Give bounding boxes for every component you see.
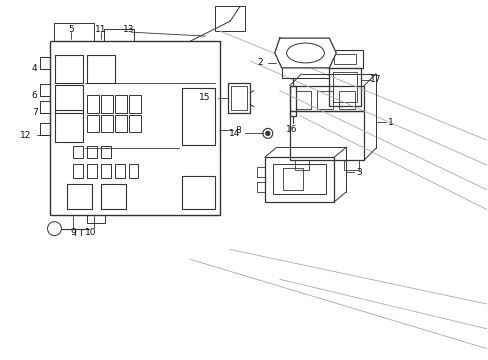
Bar [87,114,99,132]
Bar [272,164,325,194]
Bar [87,95,99,113]
Text: 7: 7 [32,108,38,117]
Bar [55,55,83,83]
Bar [101,164,110,178]
Text: 5: 5 [68,25,74,34]
Bar [289,86,364,111]
Bar [115,114,127,132]
Bar [73,146,82,158]
Text: 14: 14 [228,129,240,138]
Text: 11: 11 [95,25,107,34]
Bar [129,95,141,113]
Bar [326,50,362,68]
Bar [87,164,97,178]
Polygon shape [274,38,336,68]
Bar [289,86,295,116]
Bar [228,83,249,113]
Text: 17: 17 [369,75,381,84]
Bar [87,146,97,158]
Bar [344,160,358,170]
Bar [40,57,49,69]
Bar [231,86,246,109]
Bar [129,114,141,132]
Bar [55,109,83,142]
Bar [289,111,364,160]
Bar [87,215,105,223]
Bar [40,123,49,135]
Bar [256,167,264,177]
Text: 2: 2 [257,58,263,67]
Bar [264,157,334,202]
Bar [40,100,49,113]
Text: 10: 10 [85,228,97,237]
Bar [101,184,126,209]
Text: 3: 3 [355,167,361,176]
Bar [104,29,134,41]
Bar [294,160,309,170]
Bar [295,91,311,109]
Bar [101,114,113,132]
Bar [182,88,215,145]
Bar [67,184,92,209]
Text: 4: 4 [32,64,38,73]
Text: 8: 8 [235,126,241,135]
Bar [49,41,220,215]
Bar [101,95,113,113]
Bar [182,176,215,209]
Text: 1: 1 [387,118,393,127]
Bar [101,146,110,158]
Bar [317,91,333,109]
Bar [55,85,83,113]
Bar [54,23,94,41]
Bar [73,164,82,178]
Text: 12: 12 [20,131,32,140]
Bar [40,84,49,96]
Text: 13: 13 [123,25,134,34]
Bar [256,182,264,192]
Bar [87,55,115,83]
Bar [282,168,302,190]
Bar [334,54,355,64]
Bar [115,95,127,113]
Text: 15: 15 [198,93,210,102]
Text: 6: 6 [32,91,38,100]
Bar [339,91,354,109]
Text: 16: 16 [285,125,297,134]
Text: 9: 9 [70,228,76,237]
Circle shape [265,131,269,135]
Bar [129,164,138,178]
Bar [115,164,124,178]
Bar [328,68,360,105]
Bar [333,72,356,102]
Bar [215,6,244,31]
